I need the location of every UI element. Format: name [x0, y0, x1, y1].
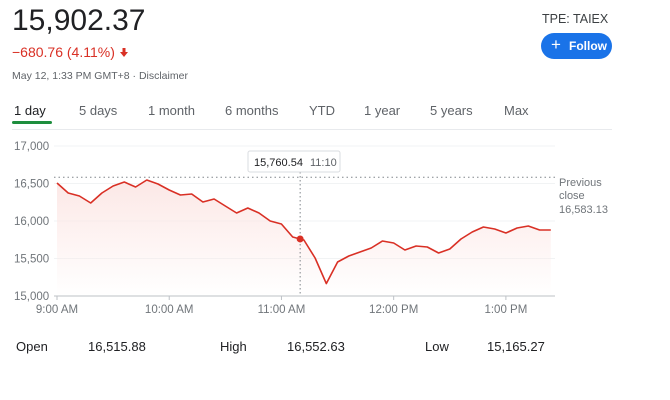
change-row: −680.76 (4.11%) [12, 44, 129, 60]
tooltip-time: 11:10 [310, 157, 337, 169]
area-fill [57, 180, 551, 296]
stat-value: 16,515.88 [88, 339, 146, 354]
tooltip-value: 15,760.54 [254, 157, 303, 169]
y-tick-label: 16,500 [14, 179, 49, 191]
disclaimer-link[interactable]: Disclaimer [138, 70, 188, 82]
tabs-divider [12, 129, 612, 130]
timestamp-row: May 12, 1:33 PM GMT+8 · Disclaimer [12, 70, 188, 82]
x-tick-label: 12:00 PM [369, 304, 418, 316]
follow-label: Follow [569, 39, 607, 53]
stat-value: 15,165.27 [487, 339, 545, 354]
range-tab[interactable]: 5 years [430, 103, 473, 118]
plus-icon: + [551, 35, 561, 54]
x-tick-label: 9:00 AM [36, 304, 78, 316]
ticker: TPE: TAIEX [542, 12, 609, 26]
range-tab[interactable]: 1 year [364, 103, 401, 118]
range-tab[interactable]: 1 month [148, 103, 195, 118]
price: 15,902.37 [12, 4, 146, 37]
timestamp: May 12, 1:33 PM GMT+8 [12, 70, 130, 82]
price-line [56, 179, 551, 285]
tooltip-box [247, 150, 341, 173]
y-tick-label: 16,000 [14, 216, 49, 228]
range-tab[interactable]: Max [504, 103, 529, 118]
x-tick-label: 11:00 AM [258, 304, 306, 316]
range-tab[interactable]: YTD [309, 103, 335, 118]
y-tick-label: 17,000 [14, 141, 49, 153]
previous-close-value: 16,583.13 [559, 204, 608, 216]
follow-button[interactable]: + Follow [541, 33, 612, 59]
stat-label: Open [16, 339, 48, 354]
range-tab[interactable]: 5 days [79, 103, 118, 118]
down-arrow-icon [119, 48, 128, 57]
range-tab[interactable]: 1 day [14, 103, 46, 118]
stat-label: Low [425, 339, 449, 354]
active-tab-underline [12, 121, 52, 124]
stat-label: High [220, 339, 247, 354]
y-tick-label: 15,500 [14, 254, 49, 266]
previous-close-label: Previous close [559, 177, 602, 202]
stat-value: 16,552.63 [287, 339, 345, 354]
x-tick-label: 1:00 PM [484, 304, 527, 316]
y-tick-label: 15,000 [14, 291, 49, 303]
hover-dot [296, 235, 304, 243]
x-tick-label: 10:00 AM [145, 304, 194, 316]
change: −680.76 (4.11%) [12, 44, 115, 60]
range-tab[interactable]: 6 months [225, 103, 279, 118]
